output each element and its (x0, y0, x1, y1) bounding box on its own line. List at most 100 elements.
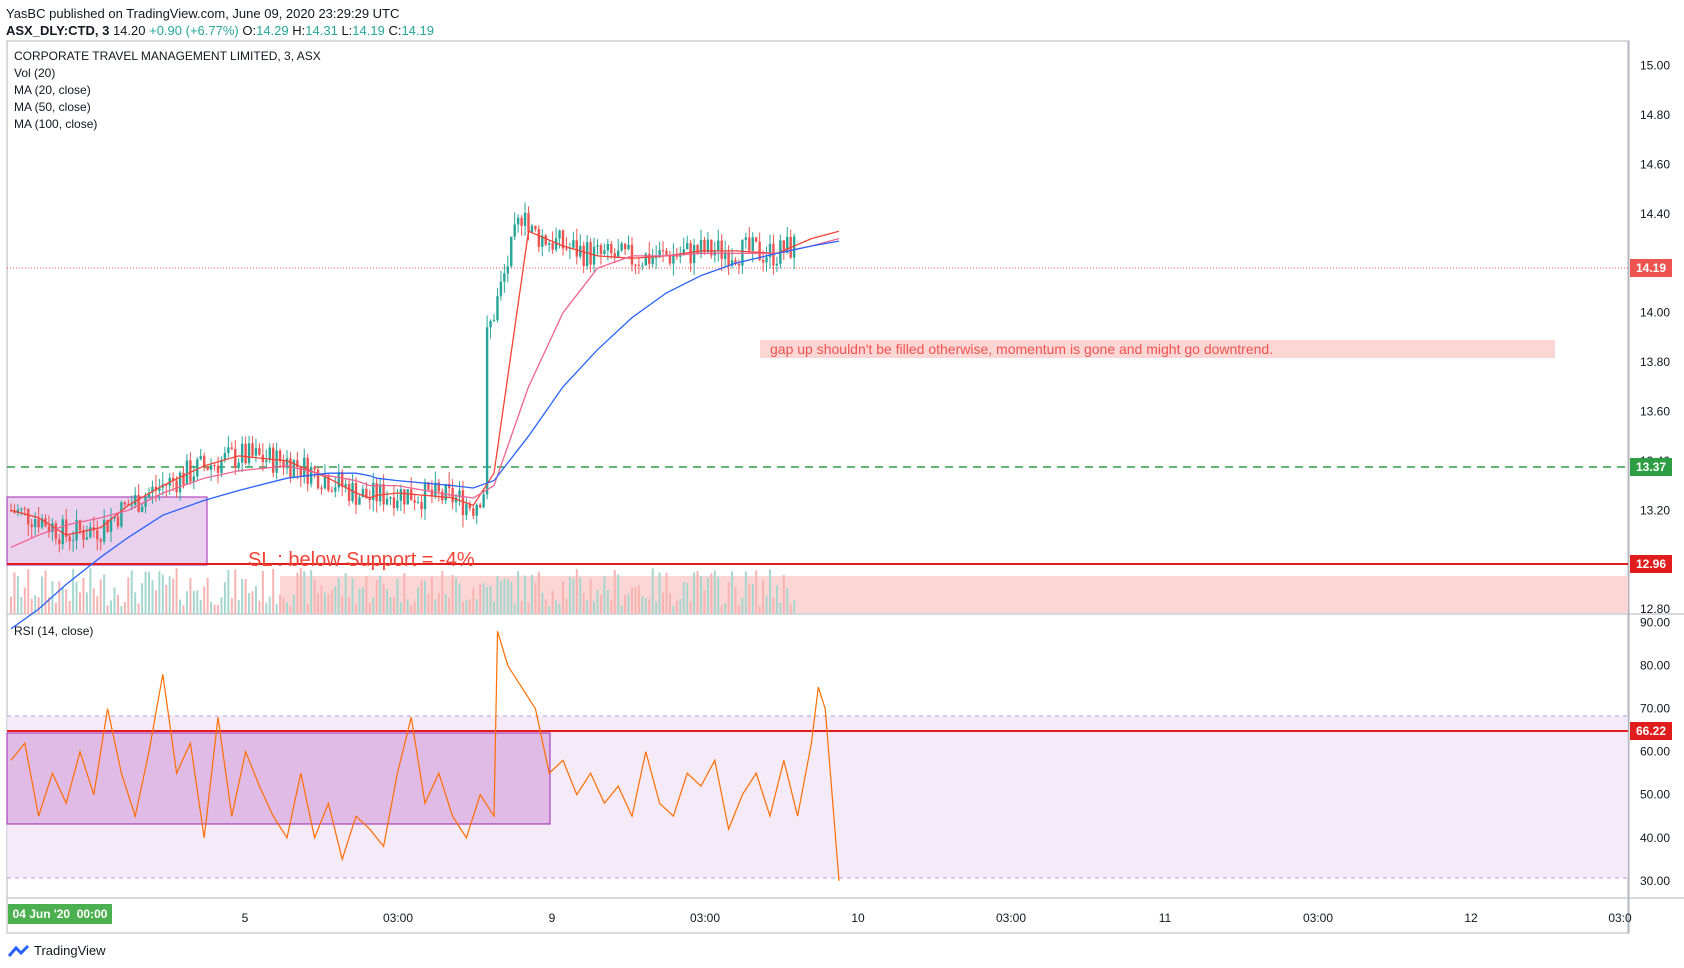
last-price-badge: 14.19 (1630, 259, 1672, 277)
candle-body (582, 245, 585, 267)
candle-body (116, 516, 120, 527)
volume-bar (289, 605, 292, 614)
note-box[interactable] (760, 340, 1555, 358)
volume-bar (620, 605, 623, 614)
time-axis[interactable]: 5 03:00 9 03:00 10 03:00 11 03:00 12 03:0 (242, 911, 1632, 925)
candle-body (710, 239, 713, 256)
candle-body (375, 482, 378, 502)
candle-body (792, 236, 796, 258)
candle-body (368, 498, 371, 501)
candle-body (606, 244, 610, 251)
volume-bar (686, 582, 689, 614)
volume-bar (30, 598, 33, 614)
candle-body (65, 519, 68, 537)
volume-bar (372, 597, 375, 614)
candle-body (534, 225, 537, 230)
volume-bar (603, 576, 606, 614)
candle-body (620, 243, 623, 251)
candle-body (130, 504, 133, 506)
candle-body (216, 465, 220, 473)
open-label: O: (242, 23, 257, 38)
volume-bar (589, 579, 592, 614)
volume-bar (261, 570, 264, 614)
price-tick-label: 15.00 (1640, 59, 1670, 73)
candle-body (599, 245, 603, 255)
legend-ma100[interactable]: MA (100, close) (14, 117, 98, 131)
legend-title[interactable]: CORPORATE TRAVEL MANAGEMENT LIMITED, 3, … (14, 49, 321, 63)
volume-bar (365, 576, 368, 614)
candle-body (699, 239, 703, 254)
volume-bar (34, 595, 37, 614)
volume-bar (693, 572, 696, 614)
candle-body (479, 504, 482, 508)
volume-bar (120, 605, 123, 614)
volume-bar (389, 596, 392, 614)
volume-bar (27, 569, 30, 614)
legend-ma50[interactable]: MA (50, close) (14, 100, 91, 114)
candle-body (523, 212, 527, 226)
volume-bar (244, 579, 247, 614)
volume-bar (751, 583, 754, 614)
candle-body (682, 249, 685, 255)
candle-body (496, 296, 499, 321)
candle-body (165, 484, 168, 486)
volume-bar (668, 593, 671, 614)
volume-bar (606, 589, 609, 614)
candle-body (585, 242, 589, 267)
volume-bar (130, 570, 133, 614)
volume-bar (734, 586, 737, 614)
candle-body (437, 482, 440, 492)
rsi-box[interactable] (6, 732, 551, 825)
candle-body (151, 486, 154, 493)
volume-bar (517, 571, 520, 614)
volume-bar (779, 602, 782, 614)
support-badge: 13.37 (1630, 458, 1672, 476)
candle-body (23, 508, 26, 510)
volume-bar (475, 599, 478, 614)
volume-bar (789, 603, 792, 614)
rsi-axis[interactable]: 90.00 80.00 70.00 60.00 50.00 40.00 30.00 (1640, 616, 1670, 888)
price-axis[interactable]: 15.0014.8014.6014.4014.2014.0013.8013.60… (1640, 59, 1670, 616)
candle-body (68, 536, 71, 542)
volume-bar (282, 597, 285, 614)
legend-ma20[interactable]: MA (20, close) (14, 83, 91, 97)
volume-bar (123, 601, 126, 614)
volume-bar (786, 588, 789, 614)
candle-body (603, 250, 606, 255)
ma-line (10, 237, 840, 548)
volume-bar (493, 601, 495, 614)
volume-bar (65, 589, 68, 614)
volume-bar (465, 600, 468, 614)
legend-vol[interactable]: Vol (20) (14, 66, 56, 80)
candle-body (730, 260, 734, 266)
candle-body (475, 504, 478, 516)
candle-body (258, 448, 261, 455)
volume-bar (637, 585, 640, 614)
candle-body (665, 250, 668, 256)
candle-body (554, 238, 558, 250)
candle-body (485, 327, 489, 495)
candle-body (765, 257, 768, 263)
legend-rsi[interactable]: RSI (14, close) (14, 624, 94, 638)
candle-body (541, 235, 544, 247)
volume-bar (165, 584, 168, 614)
candle-body (237, 462, 240, 468)
volume-bar (92, 588, 95, 614)
candle-body (703, 239, 706, 253)
volume-bar (175, 568, 178, 614)
candle-body (482, 494, 485, 508)
volume-bar (182, 605, 185, 614)
volume-bar (241, 579, 244, 614)
volume-bar (427, 593, 430, 614)
candle-body (171, 477, 175, 481)
candle-body (720, 240, 723, 259)
candle-body (299, 467, 302, 477)
candle-body (27, 508, 30, 525)
candle-body (20, 508, 23, 510)
tradingview-logo[interactable]: TradingView (8, 943, 106, 958)
candle-body (651, 257, 654, 264)
candle-body (396, 500, 399, 509)
volume-bar (13, 572, 16, 614)
volume-bar (544, 599, 547, 614)
